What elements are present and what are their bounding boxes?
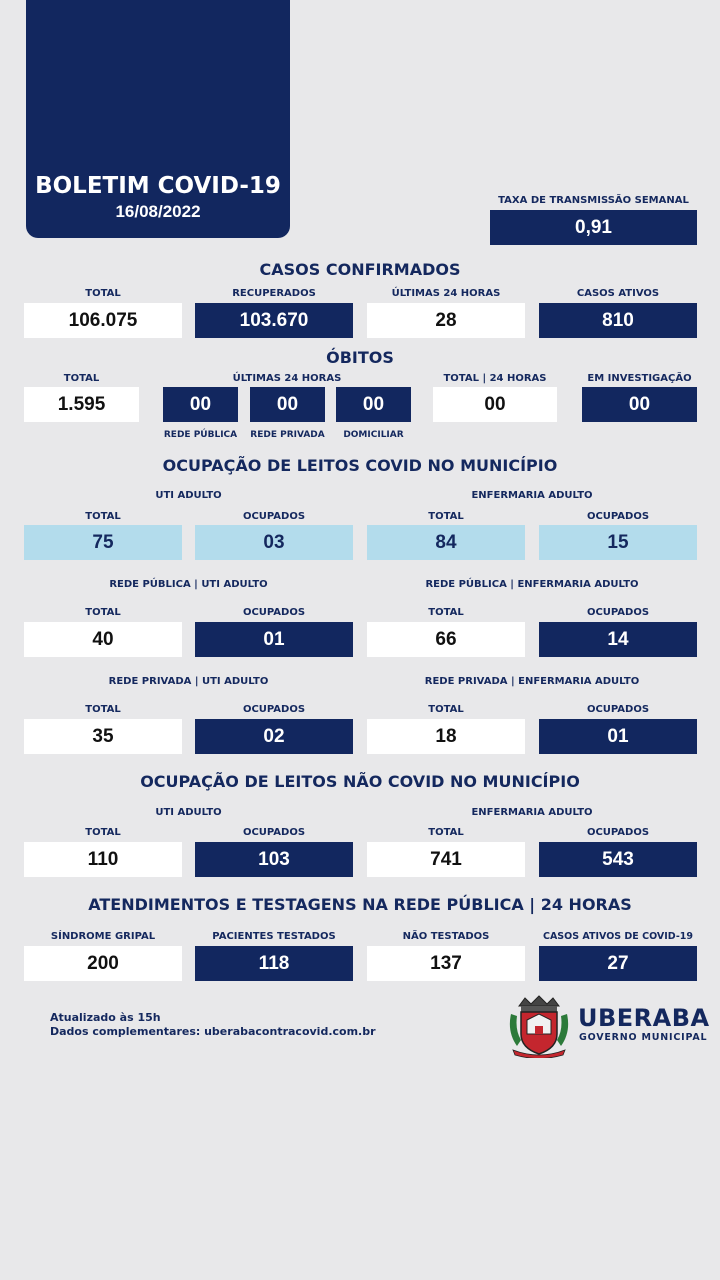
care-active-value: 27 (539, 946, 697, 981)
confirmed-recovered-value: 103.670 (195, 303, 353, 338)
covid-group-title: REDE PÚBLICA | UTI ADULTO (109, 579, 268, 590)
confirmed-active-value: 810 (539, 303, 697, 338)
covid-group-title: REDE PÚBLICA | ENFERMARIA ADULTO (425, 579, 639, 590)
bed-occupied-label: OCUPADOS (586, 827, 650, 838)
city-coat-of-arms-icon (509, 995, 569, 1058)
uti-occupied-value: 03 (195, 525, 353, 560)
bed-occupied-label: OCUPADOS (586, 704, 650, 715)
confirmed-recovered-label: RECUPERADOS (232, 288, 316, 299)
confirmed-active-label: CASOS ATIVOS (576, 288, 660, 299)
care-active-label: CASOS ATIVOS DE COVID-19 (542, 931, 694, 942)
deaths-private-label: REDE PRIVADA (250, 430, 325, 440)
deaths-home-value: 00 (336, 387, 411, 422)
care-title: ATENDIMENTOS E TESTAGENS NA REDE PÚBLICA… (88, 895, 632, 914)
private-uti-occupied-value: 02 (195, 719, 353, 754)
transmission-label: TAXA DE TRANSMISSÃO SEMANAL (498, 195, 689, 206)
deaths-investigation-label: EM INVESTIGAÇÃO (587, 373, 692, 384)
deaths-24h-label: ÚLTIMAS 24 HORAS (232, 373, 342, 384)
private-ward-occupied-value: 01 (539, 719, 697, 754)
bed-occupied-label: OCUPADOS (242, 827, 306, 838)
confirmed-total-label: TOTAL (85, 288, 121, 299)
covid-group-title: REDE PRIVADA | UTI ADULTO (108, 676, 269, 687)
bed-occupied-label: OCUPADOS (242, 704, 306, 715)
ward-total-value: 84 (367, 525, 525, 560)
bed-total-label: TOTAL (85, 607, 121, 618)
confirmed-title: CASOS CONFIRMADOS (259, 260, 461, 279)
care-flu-value: 200 (24, 946, 182, 981)
bed-occupied-label: OCUPADOS (586, 511, 650, 522)
confirmed-24h-value: 28 (367, 303, 525, 338)
covid-group-title: UTI ADULTO (155, 490, 222, 501)
noncovid-ward-total-value: 741 (367, 842, 525, 877)
ward-occupied-value: 15 (539, 525, 697, 560)
deaths-total24-label: TOTAL | 24 HORAS (443, 373, 547, 384)
public-uti-total-value: 40 (24, 622, 182, 657)
bed-total-label: TOTAL (85, 704, 121, 715)
care-tested-label: PACIENTES TESTADOS (212, 931, 336, 942)
deaths-total-label: TOTAL (63, 373, 100, 384)
deaths-home-label: DOMICILIAR (343, 430, 404, 440)
bed-total-label: TOTAL (428, 827, 464, 838)
bed-occupied-label: OCUPADOS (586, 607, 650, 618)
more-data-note: Dados complementares: uberabacontracovid… (50, 1025, 376, 1038)
noncovid-ward-occupied-value: 543 (539, 842, 697, 877)
header-banner (26, 0, 290, 238)
confirmed-total-value: 106.075 (24, 303, 182, 338)
noncovid-uti-title: UTI ADULTO (155, 807, 222, 818)
covid-group-title: ENFERMARIA ADULTO (471, 490, 593, 501)
public-uti-occupied-value: 01 (195, 622, 353, 657)
bed-total-label: TOTAL (428, 704, 464, 715)
bed-occupied-label: OCUPADOS (242, 511, 306, 522)
deaths-investigation-value: 00 (582, 387, 697, 422)
care-tested-value: 118 (195, 946, 353, 981)
care-not-tested-value: 137 (367, 946, 525, 981)
brand-name: UBERABA (578, 1004, 710, 1032)
confirmed-24h-label: ÚLTIMAS 24 HORAS (391, 288, 501, 299)
bed-occupied-label: OCUPADOS (242, 607, 306, 618)
private-ward-total-value: 18 (367, 719, 525, 754)
bed-total-label: TOTAL (428, 511, 464, 522)
updated-note: Atualizado às 15h (50, 1011, 161, 1024)
noncovid-uti-occupied-value: 103 (195, 842, 353, 877)
deaths-private-value: 00 (250, 387, 325, 422)
bed-total-label: TOTAL (85, 511, 121, 522)
private-uti-total-value: 35 (24, 719, 182, 754)
noncovid-ward-title: ENFERMARIA ADULTO (471, 807, 593, 818)
noncovid-beds-title: OCUPAÇÃO DE LEITOS NÃO COVID NO MUNICÍPI… (140, 772, 580, 791)
deaths-public-value: 00 (163, 387, 238, 422)
covid-beds-title: OCUPAÇÃO DE LEITOS COVID NO MUNICÍPIO (162, 456, 558, 475)
public-ward-occupied-value: 14 (539, 622, 697, 657)
bed-total-label: TOTAL (85, 827, 121, 838)
bed-total-label: TOTAL (428, 607, 464, 618)
public-ward-total-value: 66 (367, 622, 525, 657)
deaths-title: ÓBITOS (326, 348, 394, 367)
bulletin-date: 16/08/2022 (115, 202, 201, 221)
deaths-total24-value: 00 (433, 387, 557, 422)
deaths-total-value: 1.595 (24, 387, 139, 422)
brand-subtitle: GOVERNO MUNICIPAL (579, 1032, 708, 1043)
deaths-public-label: REDE PÚBLICA (163, 430, 238, 440)
care-flu-label: SÍNDROME GRIPAL (50, 931, 156, 942)
bulletin-title: BOLETIM COVID-19 (35, 173, 281, 199)
care-not-tested-label: NÃO TESTADOS (402, 931, 490, 942)
uti-total-value: 75 (24, 525, 182, 560)
noncovid-uti-total-value: 110 (24, 842, 182, 877)
transmission-value: 0,91 (490, 210, 697, 245)
covid-group-title: REDE PRIVADA | ENFERMARIA ADULTO (424, 676, 640, 687)
